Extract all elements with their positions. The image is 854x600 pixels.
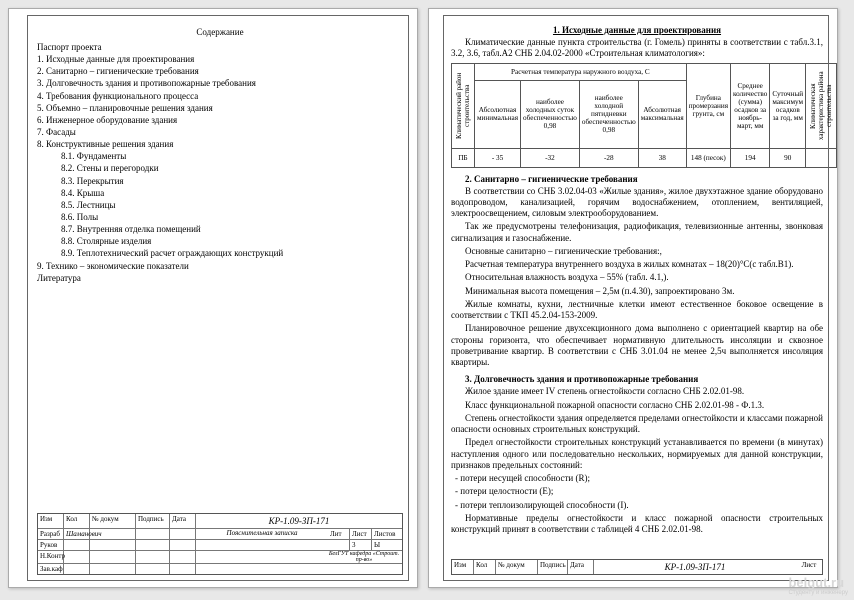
page-left: Содержание Паспорт проекта 1. Исходные д… <box>8 8 418 588</box>
stamp-org: БелГУТ кафедра «Строит. пр-во» <box>326 551 402 563</box>
stamp-h: № докум <box>496 560 538 574</box>
stamp-cell: Руков <box>38 540 64 550</box>
cell: нормально-сухой <box>837 148 838 167</box>
stamp-cell: Зав.каф <box>38 564 64 574</box>
stamp-cell: Н.Контр <box>38 551 64 563</box>
stamp-cell: 3 <box>350 540 372 550</box>
stamp-h: Кол <box>474 560 496 574</box>
stamp-cell <box>328 540 350 550</box>
stamp-cell: Разраб <box>38 529 64 539</box>
stamp-cell: Лист <box>350 529 372 539</box>
watermark-sub: Студенту и инженеру <box>788 590 848 596</box>
doc-name: Пояснительная записка <box>196 529 328 539</box>
stamp-h: Кол <box>64 514 90 528</box>
page-frame <box>443 15 829 581</box>
stamp-cell: Листов <box>372 529 402 539</box>
stamp-h: Подпись <box>136 514 170 528</box>
vheader: Климатическая характеристика района стро… <box>808 65 834 147</box>
title-block-small: Изм Кол № докум Подпись Дата КР-1.09-ЗП-… <box>451 559 823 575</box>
stamp-h: Подпись <box>538 560 568 574</box>
stamp-h: Дата <box>568 560 594 574</box>
stamp-cell: Лит <box>328 529 350 539</box>
stamp-cell: Лист <box>796 560 822 574</box>
stamp-h: Дата <box>170 514 196 528</box>
watermark-text: belgut.ru <box>788 575 844 590</box>
watermark: belgut.ru Студенту и инженеру <box>788 575 848 596</box>
doc-code: КР-1.09-ЗП-171 <box>594 560 796 574</box>
stamp-cell: Шаманович <box>64 529 90 539</box>
doc-code: КР-1.09-ЗП-171 <box>196 514 402 528</box>
stamp-cell: Ы <box>372 540 402 550</box>
stamp-h: Изм <box>452 560 474 574</box>
vheader: Климатический район строительства <box>454 65 472 147</box>
page-right: 1. Исходные данные для проектирования Кл… <box>428 8 838 588</box>
stamp-h: № докум <box>90 514 136 528</box>
title-block: Изм Кол № докум Подпись Дата КР-1.09-ЗП-… <box>37 513 403 575</box>
stamp-h: Изм <box>38 514 64 528</box>
page-frame <box>27 15 409 581</box>
